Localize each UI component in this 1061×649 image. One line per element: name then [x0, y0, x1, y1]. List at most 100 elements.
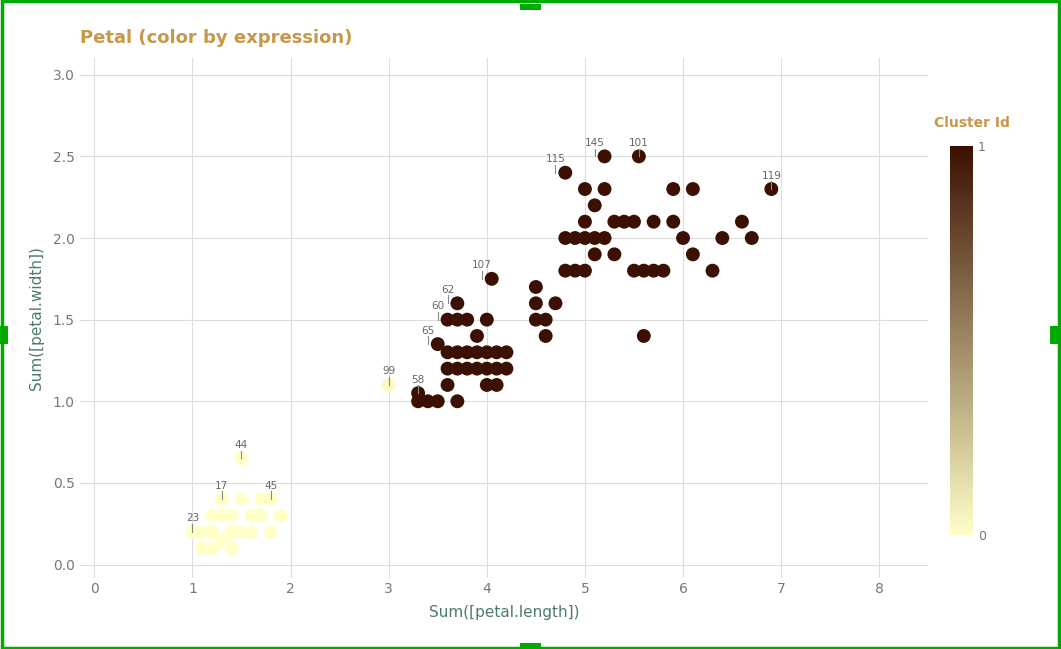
Point [645, 217, 662, 227]
Point [223, 543, 240, 554]
Point [479, 315, 495, 325]
Point [233, 494, 250, 504]
Point [213, 510, 230, 520]
Point [243, 510, 260, 520]
Point [665, 184, 682, 194]
Text: 58: 58 [412, 374, 424, 385]
Point [744, 233, 761, 243]
Point [615, 217, 632, 227]
Point [253, 494, 269, 504]
Point [557, 167, 574, 178]
Point [498, 347, 515, 358]
Point [606, 249, 623, 260]
Text: 62: 62 [441, 285, 454, 295]
Point [243, 527, 260, 537]
Point [184, 527, 201, 537]
Point [684, 249, 701, 260]
Point [430, 339, 447, 349]
Point [498, 363, 515, 374]
Point [449, 347, 466, 358]
Point [469, 347, 486, 358]
Point [273, 510, 290, 520]
Point [684, 184, 701, 194]
Point [458, 347, 475, 358]
Text: Cluster Id: Cluster Id [934, 116, 1010, 130]
Point [223, 510, 240, 520]
Point [253, 510, 269, 520]
Point [380, 380, 397, 390]
Point [596, 151, 613, 162]
Text: 99: 99 [382, 367, 396, 376]
Point [576, 265, 593, 276]
Point [449, 363, 466, 374]
Point [204, 510, 221, 520]
Point [567, 265, 584, 276]
Point [557, 265, 574, 276]
Point [576, 233, 593, 243]
Point [630, 151, 647, 162]
Point [233, 453, 250, 463]
Point [626, 217, 643, 227]
Point [557, 233, 574, 243]
Point [576, 217, 593, 227]
Text: 23: 23 [186, 513, 199, 523]
Point [469, 331, 486, 341]
Point [458, 363, 475, 374]
Point [458, 315, 475, 325]
Point [449, 396, 466, 406]
Y-axis label: Sum([petal.width]): Sum([petal.width]) [30, 246, 45, 390]
Text: 65: 65 [421, 326, 435, 336]
Point [439, 347, 456, 358]
Text: 145: 145 [585, 138, 605, 148]
Point [567, 233, 584, 243]
Point [233, 527, 250, 537]
Point [449, 298, 466, 308]
Point [449, 315, 466, 325]
Point [488, 347, 505, 358]
Point [213, 535, 230, 545]
Point [488, 363, 505, 374]
Point [410, 396, 427, 406]
Text: 60: 60 [431, 301, 445, 311]
Point [547, 298, 564, 308]
Point [596, 233, 613, 243]
Text: 119: 119 [762, 171, 781, 180]
Point [714, 233, 731, 243]
Point [213, 494, 230, 504]
Point [479, 347, 495, 358]
Point [262, 527, 279, 537]
Point [469, 363, 486, 374]
Point [655, 265, 672, 276]
Text: 45: 45 [264, 481, 278, 491]
Point [636, 331, 653, 341]
Point [596, 184, 613, 194]
Point [194, 543, 211, 554]
Point [479, 363, 495, 374]
Point [705, 265, 721, 276]
Point [576, 184, 593, 194]
Point [636, 265, 653, 276]
Text: 107: 107 [472, 260, 491, 271]
Point [675, 233, 692, 243]
X-axis label: Sum([petal.length]): Sum([petal.length]) [429, 605, 579, 620]
Point [537, 331, 554, 341]
Text: 44: 44 [234, 440, 248, 450]
Point [430, 396, 447, 406]
Point [626, 265, 643, 276]
Point [194, 527, 211, 537]
Point [537, 315, 554, 325]
Point [606, 217, 623, 227]
Point [645, 265, 662, 276]
Point [479, 380, 495, 390]
Point [439, 380, 456, 390]
Point [204, 543, 221, 554]
Text: 17: 17 [215, 481, 228, 491]
Point [733, 217, 750, 227]
Point [763, 184, 780, 194]
Point [527, 298, 544, 308]
Point [262, 494, 279, 504]
Point [223, 527, 240, 537]
Point [488, 380, 505, 390]
Point [665, 217, 682, 227]
Point [439, 315, 456, 325]
